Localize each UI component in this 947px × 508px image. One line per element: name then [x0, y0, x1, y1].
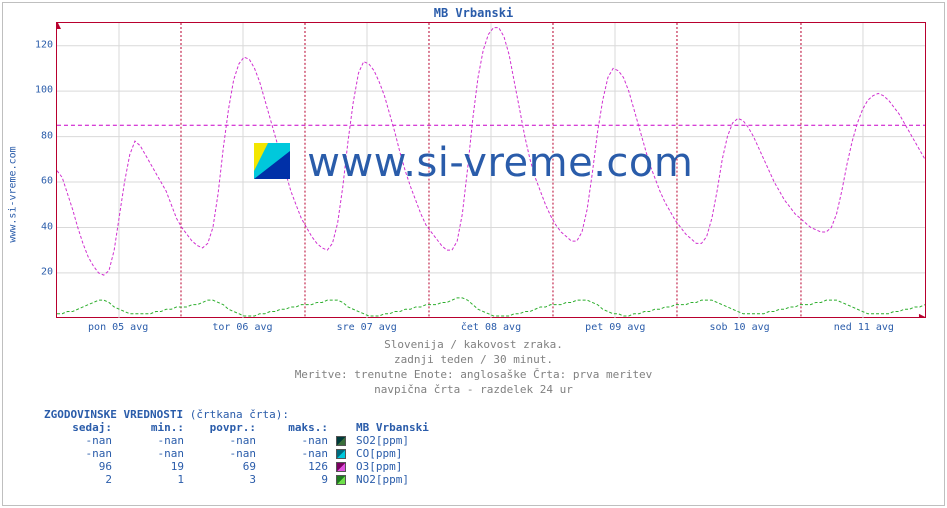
legend-col-header: maks.: [288, 421, 328, 434]
chart-title: MB Vrbanski [0, 6, 947, 20]
y-axis-label: www.si-vreme.com [4, 0, 22, 388]
x-tick-label: čet 08 avg [431, 322, 551, 333]
plot-svg [57, 23, 925, 318]
legend-value: -nan [44, 447, 116, 460]
legend-col-header: sedaj: [72, 421, 112, 434]
legend-row-label: SO2[ppm] [352, 434, 433, 447]
x-tick-label: sob 10 avg [680, 322, 800, 333]
legend-value: -nan [116, 447, 188, 460]
legend-swatch-icon [336, 475, 346, 485]
y-tick-label: 60 [13, 176, 53, 187]
legend-title-suffix: (črtkana črta) [190, 408, 283, 421]
legend-value: 9 [260, 473, 332, 486]
x-tick-label: tor 06 avg [182, 322, 302, 333]
caption-line: navpična črta - razdelek 24 ur [0, 383, 947, 398]
x-tick-label: ned 11 avg [804, 322, 924, 333]
legend-row-label: CO[ppm] [352, 447, 433, 460]
caption-line: Meritve: trenutne Enote: anglosaške Črta… [0, 368, 947, 383]
legend-table: sedaj:min.:povpr.:maks.:MB Vrbanski-nan-… [44, 421, 433, 486]
legend-value: 1 [116, 473, 188, 486]
legend-title-prefix: ZGODOVINSKE VREDNOSTI [44, 408, 190, 421]
legend-value: -nan [188, 447, 260, 460]
caption-line: zadnji teden / 30 minut. [0, 353, 947, 368]
legend-col-header: min.: [151, 421, 184, 434]
x-tick-label: pon 05 avg [58, 322, 178, 333]
legend-row-label: NO2[ppm] [352, 473, 433, 486]
legend-value: -nan [116, 434, 188, 447]
legend-value: 96 [44, 460, 116, 473]
y-tick-label: 20 [13, 267, 53, 278]
legend-swatch-icon [336, 449, 346, 459]
chart-captions: Slovenija / kakovost zraka. zadnji teden… [0, 338, 947, 397]
x-tick-label: pet 09 avg [555, 322, 675, 333]
legend-value: -nan [188, 434, 260, 447]
caption-line: Slovenija / kakovost zraka. [0, 338, 947, 353]
legend-value: 126 [260, 460, 332, 473]
legend-series-header: MB Vrbanski [356, 421, 429, 434]
legend-value: -nan [260, 447, 332, 460]
y-tick-label: 80 [13, 130, 53, 141]
legend-swatch-icon [336, 462, 346, 472]
legend-swatch-icon [336, 436, 346, 446]
y-tick-label: 100 [13, 85, 53, 96]
plot-area [56, 22, 926, 318]
legend-value: 19 [116, 460, 188, 473]
legend-value: -nan [44, 434, 116, 447]
y-tick-label: 120 [13, 39, 53, 50]
legend-row-label: O3[ppm] [352, 460, 433, 473]
legend: ZGODOVINSKE VREDNOSTI (črtkana črta): se… [44, 408, 433, 486]
x-tick-label: sre 07 avg [307, 322, 427, 333]
legend-value: 69 [188, 460, 260, 473]
legend-title-colon: : [282, 408, 289, 421]
legend-value: 2 [44, 473, 116, 486]
legend-title: ZGODOVINSKE VREDNOSTI (črtkana črta): [44, 408, 433, 421]
legend-value: -nan [260, 434, 332, 447]
legend-col-header: povpr.: [210, 421, 256, 434]
y-tick-label: 40 [13, 221, 53, 232]
legend-value: 3 [188, 473, 260, 486]
